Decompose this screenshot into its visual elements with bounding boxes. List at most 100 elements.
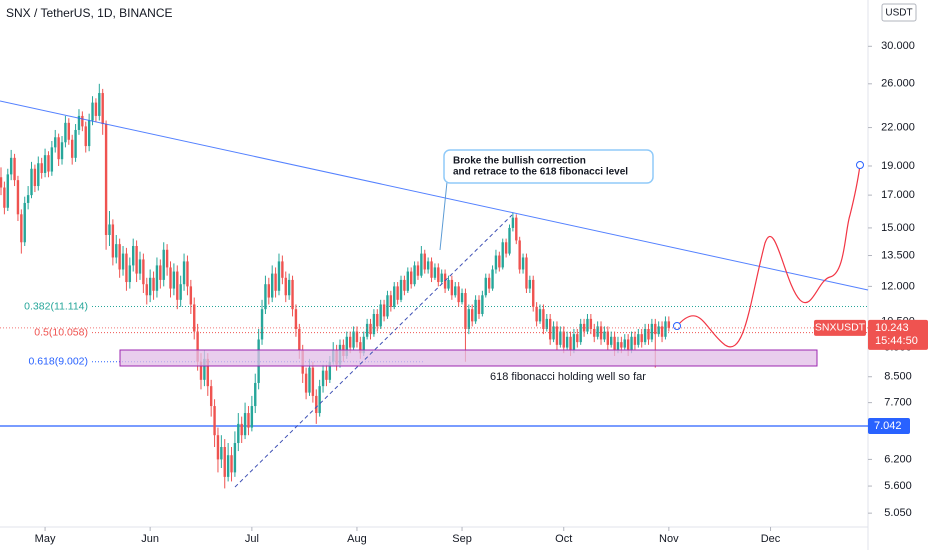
candle-body (152, 277, 155, 291)
candle-body (115, 244, 118, 258)
candle-body (189, 286, 193, 305)
candle-body (148, 277, 152, 296)
candle-body (162, 249, 165, 280)
candle-body (454, 286, 457, 296)
candle-body (467, 309, 471, 329)
candle-body (650, 323, 654, 340)
candle-body (569, 336, 572, 351)
x-tick-label: Jun (141, 533, 159, 545)
candle-body (437, 267, 440, 283)
candle-body (223, 447, 226, 477)
candle-body (464, 293, 467, 329)
x-tick-label: Jul (245, 533, 259, 545)
candle-body (640, 334, 643, 343)
candle-body (359, 342, 362, 354)
candle-body (203, 358, 206, 380)
candle-body (199, 361, 203, 380)
candle-body (460, 293, 464, 303)
candle-body (562, 331, 565, 348)
forecast-point (856, 161, 864, 169)
candle-body (271, 273, 274, 298)
candle-body (450, 279, 454, 296)
candle-body (535, 306, 538, 322)
candle-body (576, 334, 579, 343)
candle-body (610, 336, 613, 345)
candle-body (315, 395, 318, 414)
x-tick-label: Sep (452, 533, 472, 545)
candle-body (538, 309, 542, 322)
forecast-path (676, 164, 861, 348)
candle-body (474, 299, 477, 322)
fib-label: 0.5(10.058) (34, 326, 88, 338)
candle-body (657, 326, 660, 335)
candle-body (325, 370, 328, 380)
candle-body (267, 284, 271, 298)
candle-body (348, 336, 352, 348)
y-tick-label: 8.500 (884, 371, 912, 383)
symbol-label: SNXUSDT (815, 322, 866, 334)
y-tick-label: 7.700 (884, 397, 912, 409)
candle-body (616, 342, 620, 351)
candle-body (243, 413, 247, 436)
candle-body (294, 309, 298, 329)
candle-body (250, 406, 254, 428)
candle-body (104, 124, 108, 235)
candle-body (121, 253, 125, 270)
candle-body (365, 323, 369, 337)
candle-body (142, 259, 145, 285)
candle-body (413, 265, 416, 285)
callout-box (443, 149, 654, 184)
candle-body (515, 217, 518, 241)
candle-body (345, 336, 348, 356)
candle-body (440, 273, 443, 283)
candle-body (582, 323, 586, 332)
candle-body (328, 361, 332, 380)
candle-body (457, 286, 460, 303)
candle-body (484, 277, 487, 296)
candle-body (237, 423, 240, 444)
candle-body (508, 227, 511, 254)
candle-body (70, 139, 74, 158)
candle-body (518, 240, 521, 270)
candle-body (233, 443, 237, 473)
candle-body (206, 358, 209, 387)
candle-body (559, 331, 562, 345)
candle-body (426, 261, 430, 270)
candle-body (542, 309, 545, 329)
y-tick-label: 17.000 (881, 189, 915, 201)
support-zone (119, 349, 818, 367)
candle-body (321, 370, 325, 387)
candle-body (352, 331, 355, 348)
candle-body (43, 155, 47, 173)
candle-body (135, 245, 138, 274)
candle-body (40, 163, 43, 173)
candle-body (101, 93, 104, 125)
candle-body (108, 224, 111, 235)
candle-body (84, 126, 87, 147)
candle-body (481, 295, 484, 314)
candle-body (555, 326, 559, 345)
chart-title: SNX / TetherUS, 1D, BINANCE (6, 6, 173, 20)
candle-body (369, 323, 372, 335)
candle-body (532, 279, 535, 307)
candle-body (47, 155, 50, 172)
currency-badge (881, 3, 917, 22)
candle-body (20, 214, 23, 243)
candle-body (498, 255, 501, 268)
candle-body (654, 323, 657, 335)
y-tick-label: 5.050 (884, 507, 912, 519)
candle-body (304, 373, 308, 393)
y-tick-label: 12.000 (881, 280, 915, 292)
candle-body (6, 174, 9, 208)
last-price-badge (868, 319, 928, 350)
candle-body (182, 261, 186, 285)
candle-body (647, 328, 650, 340)
x-tick-label: Dec (761, 533, 781, 545)
candle-body (254, 382, 257, 407)
candle-body (87, 120, 91, 147)
candle-body (213, 406, 216, 436)
candle-body (284, 277, 287, 296)
candle-body (393, 286, 396, 307)
